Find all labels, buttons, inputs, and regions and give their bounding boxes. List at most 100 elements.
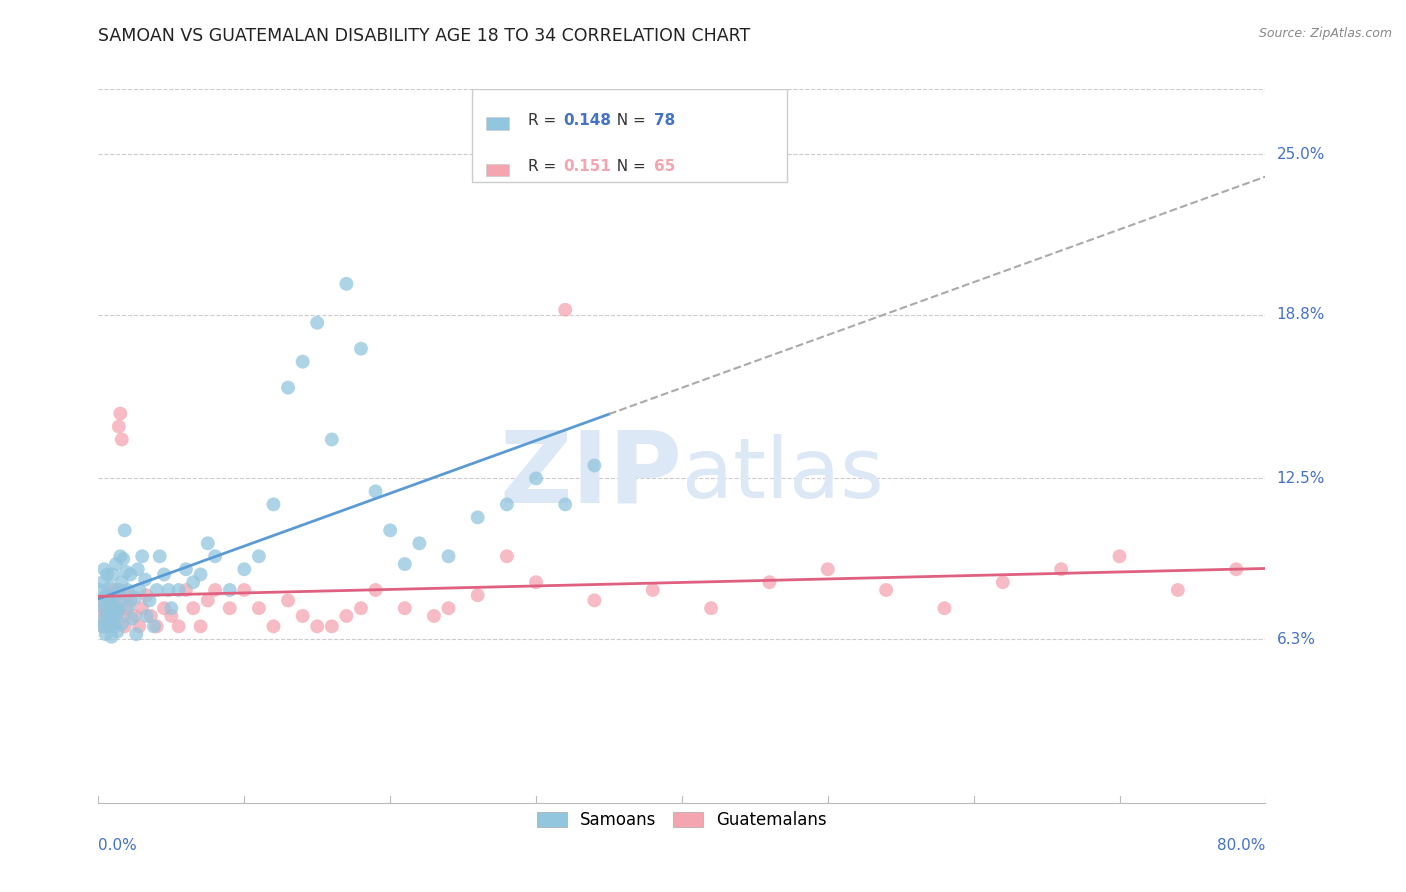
Point — [408, 536, 430, 550]
Point — [117, 588, 139, 602]
Point — [128, 582, 150, 597]
Point — [437, 549, 460, 564]
Point — [93, 562, 115, 576]
Point — [97, 591, 120, 605]
Point — [190, 619, 212, 633]
Point — [104, 593, 127, 607]
FancyBboxPatch shape — [472, 89, 787, 182]
Point — [700, 601, 723, 615]
Point — [94, 588, 117, 602]
FancyBboxPatch shape — [486, 118, 509, 130]
Point — [991, 575, 1014, 590]
Point — [112, 552, 135, 566]
Point — [277, 593, 299, 607]
Point — [96, 567, 118, 582]
Text: N =: N = — [607, 160, 651, 175]
Point — [94, 627, 117, 641]
Point — [875, 582, 897, 597]
Point — [277, 381, 299, 395]
Point — [1108, 549, 1130, 564]
Point — [335, 609, 357, 624]
Point — [524, 471, 547, 485]
Text: 25.0%: 25.0% — [1277, 146, 1324, 161]
Point — [100, 630, 122, 644]
Point — [139, 609, 162, 624]
FancyBboxPatch shape — [486, 164, 509, 177]
Point — [118, 599, 141, 613]
Point — [124, 591, 146, 605]
Point — [114, 619, 136, 633]
Point — [100, 599, 122, 613]
Point — [262, 619, 284, 633]
Point — [149, 549, 172, 564]
Point — [131, 601, 153, 615]
Point — [146, 582, 169, 597]
Point — [262, 497, 284, 511]
Point — [124, 609, 146, 624]
Point — [103, 619, 125, 633]
Text: ZIP: ZIP — [499, 426, 682, 523]
Point — [1225, 562, 1247, 576]
Point — [96, 588, 118, 602]
Point — [350, 342, 373, 356]
Point — [204, 582, 226, 597]
Point — [153, 601, 176, 615]
Point — [190, 567, 212, 582]
Point — [111, 616, 134, 631]
Point — [134, 573, 156, 587]
Point — [105, 582, 128, 597]
Point — [437, 601, 460, 615]
Point — [380, 524, 402, 538]
Text: 0.148: 0.148 — [562, 113, 610, 128]
Point — [142, 619, 165, 633]
Point — [120, 593, 142, 607]
Point — [350, 601, 373, 615]
Point — [121, 611, 143, 625]
Text: 0.151: 0.151 — [562, 160, 610, 175]
Point — [233, 562, 256, 576]
Point — [111, 575, 134, 590]
Legend: Samoans, Guatemalans: Samoans, Guatemalans — [529, 803, 835, 838]
Point — [91, 575, 114, 590]
Point — [1167, 582, 1189, 597]
Point — [496, 497, 519, 511]
Point — [554, 302, 576, 317]
Point — [108, 582, 131, 597]
Point — [247, 549, 270, 564]
Point — [181, 601, 204, 615]
Point — [157, 582, 180, 597]
Point — [127, 562, 149, 576]
Point — [90, 593, 112, 607]
Text: 78: 78 — [654, 113, 675, 128]
Point — [131, 549, 153, 564]
Text: 65: 65 — [654, 160, 675, 175]
Point — [103, 601, 125, 615]
Point — [321, 619, 343, 633]
Point — [467, 588, 489, 602]
Point — [101, 611, 124, 625]
Text: N =: N = — [607, 113, 651, 128]
Point — [112, 609, 135, 624]
Point — [115, 565, 138, 579]
Point — [89, 593, 111, 607]
Point — [583, 593, 606, 607]
Point — [174, 582, 197, 597]
Point — [364, 484, 387, 499]
Point — [101, 582, 124, 597]
Point — [93, 601, 115, 615]
Point — [111, 433, 134, 447]
Point — [89, 582, 111, 597]
Point — [100, 616, 122, 631]
Point — [104, 557, 127, 571]
Point — [204, 549, 226, 564]
Point — [307, 316, 329, 330]
Point — [90, 609, 112, 624]
Point — [93, 601, 115, 615]
Point — [197, 536, 219, 550]
Text: 6.3%: 6.3% — [1277, 632, 1316, 647]
Point — [97, 611, 120, 625]
Text: 80.0%: 80.0% — [1218, 838, 1265, 853]
Point — [160, 601, 183, 615]
Point — [153, 567, 176, 582]
Point — [146, 619, 169, 633]
